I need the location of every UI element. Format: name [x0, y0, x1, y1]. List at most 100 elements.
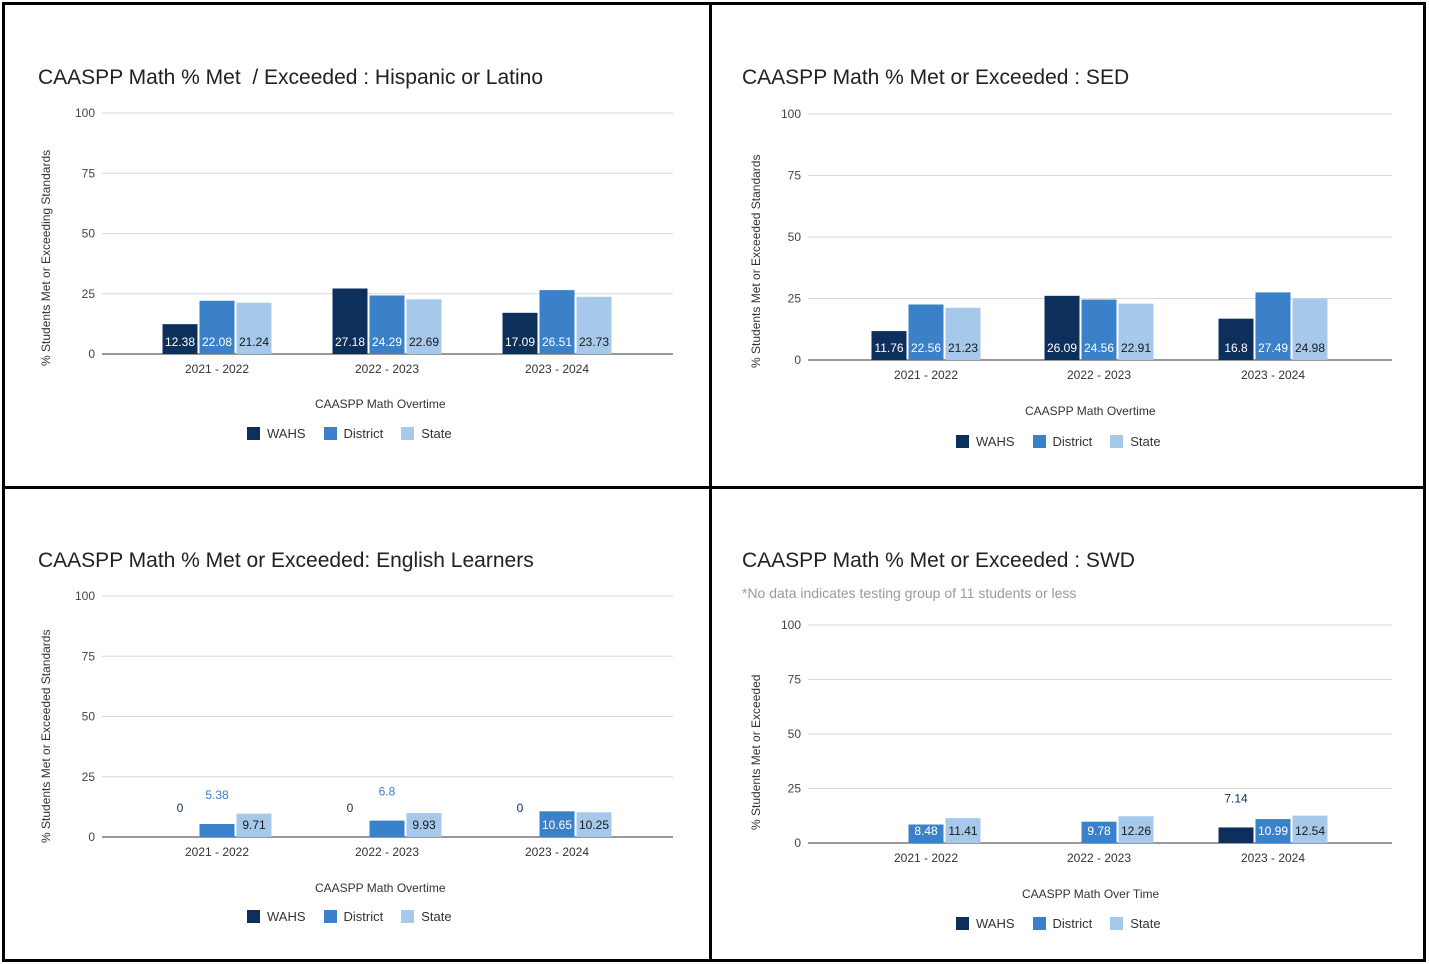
- chart-plot: 0 25 50 75 100 12.38 27.18 17.09 22.08 24.29 26.51…: [75, 106, 673, 376]
- y-tick-label: 50: [788, 727, 802, 741]
- bar-district: [1081, 821, 1117, 843]
- data-label: 16.8: [1224, 341, 1248, 355]
- chart-plot: 0 25 50 75 100 0 0 0 5.38 6.8 10.65 9.71 9.93 10.25 20…: [75, 589, 673, 859]
- legend-label-wahs: WAHS: [267, 426, 306, 441]
- y-tick-label: 75: [788, 169, 802, 183]
- data-label: 10.25: [579, 818, 609, 832]
- bar-district: [199, 824, 235, 837]
- data-label: 21.23: [948, 341, 978, 355]
- legend-swatch-district: [323, 427, 337, 440]
- legend-swatch-wahs: [956, 917, 969, 930]
- chart-panel-english-learners: CAASPP Math % Met or Exceeded: English L…: [0, 484, 705, 964]
- data-label: 10.99: [1258, 824, 1288, 838]
- y-tick-label: 100: [75, 589, 95, 603]
- data-label: 8.48: [914, 824, 938, 838]
- data-label: 22.69: [409, 335, 439, 349]
- vertical-divider: [709, 5, 712, 959]
- legend-item-district: District: [323, 426, 384, 441]
- legend-label-district: District: [1052, 434, 1093, 449]
- y-tick-label: 25: [82, 770, 96, 784]
- legend-label-state: State: [421, 909, 452, 924]
- chart-legend: WAHS District State: [247, 426, 452, 441]
- legend-swatch-state: [1110, 917, 1124, 930]
- y-tick-label: 25: [788, 782, 802, 796]
- chart-legend: WAHS District State: [956, 916, 1161, 931]
- legend-label-wahs: WAHS: [976, 434, 1015, 449]
- data-label: 12.26: [1121, 824, 1151, 838]
- data-label: 12.38: [165, 335, 195, 349]
- chart-title: CAASPP Math % Met / Exceeded : Hispanic …: [38, 66, 544, 89]
- bar-district: [908, 304, 944, 360]
- y-tick-label: 0: [794, 353, 801, 367]
- y-tick-label: 50: [82, 710, 96, 724]
- legend-label-district: District: [343, 426, 384, 441]
- data-label: 24.98: [1295, 341, 1325, 355]
- legend-item-wahs: WAHS: [956, 434, 1015, 449]
- data-label: 9.93: [412, 818, 436, 832]
- data-label: 26.51: [542, 335, 572, 349]
- bar-state: [945, 818, 981, 843]
- data-label: 0: [347, 801, 354, 815]
- legend-label-district: District: [343, 909, 384, 924]
- data-label: 7.14: [1224, 791, 1248, 805]
- data-label: 10.65: [542, 818, 572, 832]
- x-tick-label: 2023 - 2024: [1241, 368, 1305, 382]
- chart-panel-swd: CAASPP Math % Met or Exceeded : SWD *No …: [707, 484, 1427, 964]
- data-label: 22.56: [911, 341, 941, 355]
- y-tick-label: 0: [88, 830, 95, 844]
- legend-item-state: State: [401, 909, 452, 924]
- data-label: 21.24: [239, 335, 269, 349]
- x-tick-label: 2021 - 2022: [185, 845, 249, 859]
- y-tick-label: 100: [75, 106, 95, 120]
- data-label: 11.41: [948, 824, 977, 838]
- data-label: 9.71: [242, 818, 266, 832]
- data-label: 17.09: [505, 335, 535, 349]
- chart-subtitle: *No data indicates testing group of 11 s…: [742, 585, 1077, 601]
- x-tick-label: 2023 - 2024: [525, 845, 589, 859]
- bar-district: [539, 290, 575, 354]
- chart-title: CAASPP Math % Met or Exceeded: English L…: [38, 549, 534, 572]
- legend-swatch-state: [401, 910, 415, 923]
- bar-district: [1255, 292, 1291, 360]
- data-label: 9.78: [1087, 824, 1111, 838]
- bar-state: [576, 812, 612, 837]
- bar-state: [1118, 303, 1154, 360]
- bar-wahs: [162, 324, 198, 354]
- legend-swatch-state: [1110, 435, 1124, 448]
- legend-swatch-wahs: [956, 435, 969, 448]
- y-tick-label: 50: [788, 230, 802, 244]
- bar-state: [236, 813, 272, 837]
- x-tick-label: 2021 - 2022: [894, 851, 958, 865]
- y-tick-label: 100: [781, 618, 801, 632]
- legend-item-district: District: [323, 909, 384, 924]
- x-tick-label: 2023 - 2024: [525, 362, 589, 376]
- bar-district: [908, 824, 944, 843]
- legend-swatch-district: [323, 910, 337, 923]
- bar-district: [369, 820, 405, 837]
- legend-label-district: District: [1052, 916, 1093, 931]
- chart-panel-hispanic: CAASPP Math % Met / Exceeded : Hispanic …: [0, 0, 705, 483]
- data-label: 22.91: [1121, 341, 1151, 355]
- legend-item-state: State: [1110, 916, 1161, 931]
- bar-wahs: [1218, 318, 1254, 360]
- data-label: 0: [517, 801, 524, 815]
- bar-wahs: [1218, 827, 1254, 843]
- data-label: 26.09: [1047, 341, 1077, 355]
- bar-wahs: [502, 312, 538, 354]
- legend-label-wahs: WAHS: [267, 909, 306, 924]
- legend-item-wahs: WAHS: [956, 916, 1015, 931]
- legend-swatch-wahs: [247, 427, 260, 440]
- data-label: 24.56: [1084, 341, 1114, 355]
- legend-swatch-state: [401, 427, 415, 440]
- data-label: 24.29: [372, 335, 402, 349]
- legend-label-state: State: [421, 426, 452, 441]
- data-label: 0: [177, 801, 184, 815]
- bar-district: [539, 811, 575, 837]
- chart-panel-sed: CAASPP Math % Met or Exceeded : SED % St…: [707, 0, 1427, 483]
- bar-state: [236, 302, 272, 354]
- data-label: 27.49: [1258, 341, 1288, 355]
- x-tick-label: 2022 - 2023: [1067, 851, 1131, 865]
- bar-wahs: [332, 288, 368, 354]
- legend-item-wahs: WAHS: [247, 426, 306, 441]
- x-axis-title: CAASPP Math Overtime: [1025, 404, 1156, 418]
